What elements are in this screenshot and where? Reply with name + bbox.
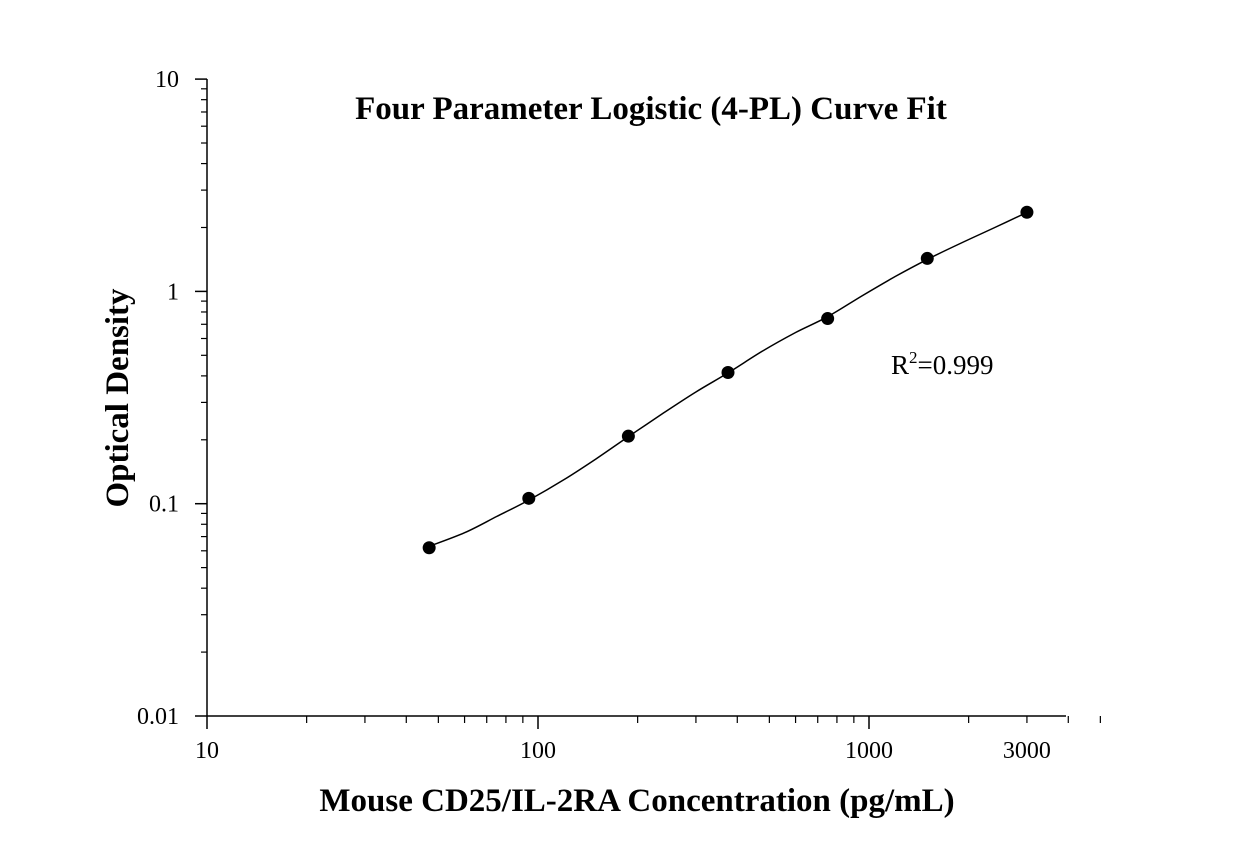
y-tick-label: 0.01: [137, 704, 179, 730]
data-point: [522, 491, 536, 505]
r-squared-base: R: [891, 350, 909, 380]
x-axis-label: Mouse CD25/IL-2RA Concentration (pg/mL): [319, 783, 954, 819]
r-squared-superscript: 2: [909, 348, 918, 367]
x-tick-label: 10: [195, 738, 219, 764]
data-point: [721, 365, 735, 379]
r-squared-value: =0.999: [918, 350, 994, 380]
y-axis: 0.01 0.1 1 10: [137, 67, 208, 730]
x-axis: 10 100 1000 3000: [195, 715, 1101, 764]
y-axis-label: Optical Density: [100, 288, 136, 508]
y-tick-label: 0.1: [149, 492, 179, 518]
x-tick-label: 3000: [1003, 738, 1051, 764]
data-point: [821, 312, 835, 326]
data-point: [621, 429, 635, 443]
r-squared-annotation: R2=0.999: [891, 348, 994, 380]
x-tick-labels: 10 100 1000 3000: [195, 738, 1051, 764]
x-tick-label: 100: [520, 738, 556, 764]
y-tick-labels: 0.01 0.1 1 10: [137, 67, 179, 730]
data-point: [1020, 205, 1034, 219]
x-major-ticks: [206, 716, 870, 729]
x-minor-ticks: [306, 716, 1101, 723]
y-major-ticks: [195, 78, 207, 717]
y-minor-ticks: [201, 88, 207, 653]
chart-title: Four Parameter Logistic (4-PL) Curve Fit: [355, 91, 947, 127]
data-points: [422, 205, 1034, 555]
data-point: [920, 251, 934, 265]
y-tick-label: 10: [155, 67, 179, 93]
data-point: [422, 541, 436, 555]
y-tick-label: 1: [167, 279, 179, 305]
x-tick-label: 1000: [845, 738, 893, 764]
